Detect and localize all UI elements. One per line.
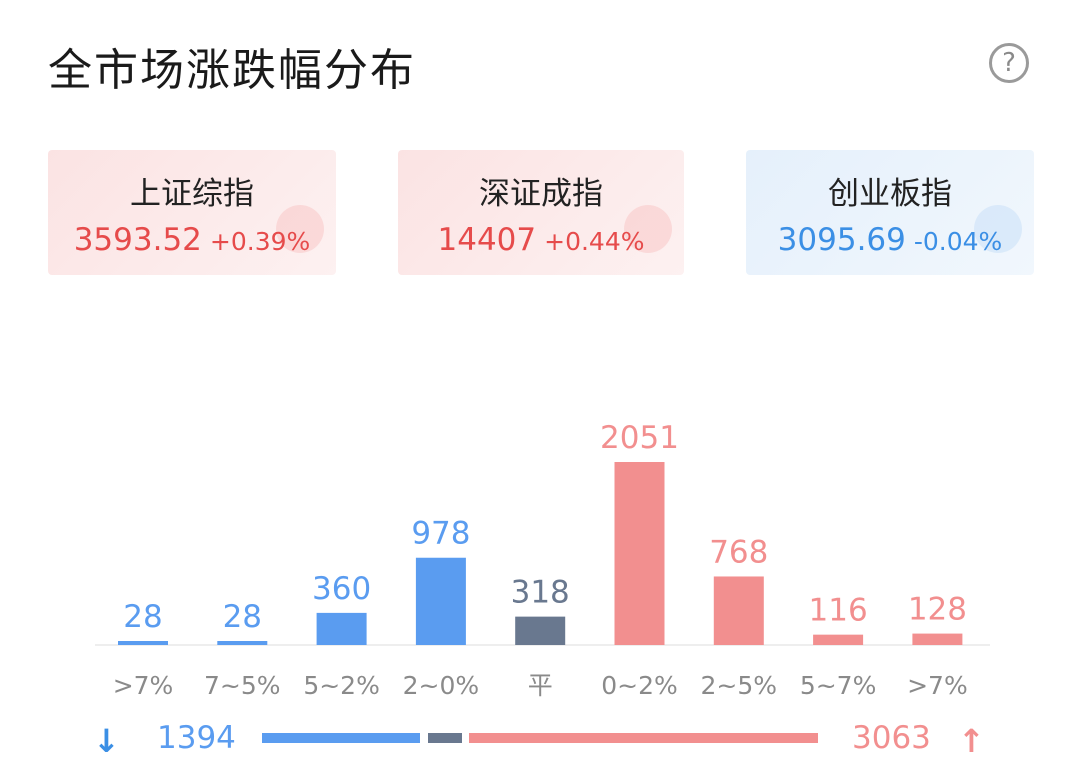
data-label: 768 xyxy=(709,534,768,570)
index-value: 3593.52 xyxy=(73,222,202,258)
index-value: 3095.69 xyxy=(777,222,906,258)
page-title: 全市场涨跌幅分布 xyxy=(48,45,416,96)
tick-label: 0~2% xyxy=(601,671,678,700)
tick-label: 2~0% xyxy=(403,671,480,700)
bar xyxy=(713,576,764,645)
tick-label: >7% xyxy=(113,671,174,700)
bar xyxy=(614,462,665,645)
tick-label: 2~5% xyxy=(701,671,778,700)
bar xyxy=(912,633,963,645)
data-label: 116 xyxy=(809,593,868,629)
question-circle-icon[interactable]: ? xyxy=(989,43,1029,83)
arrow-down-icon: ↓ xyxy=(93,722,120,760)
index-change: +0.44% xyxy=(544,227,645,256)
bar xyxy=(316,612,367,645)
index-name: 上证综指 xyxy=(130,176,254,212)
index-card-chinext[interactable]: 创业板指 3095.69 -0.04% xyxy=(746,150,1034,275)
data-label: 128 xyxy=(908,592,967,628)
chart-decoration-icon xyxy=(276,205,324,253)
tick-label: 5~2% xyxy=(303,671,380,700)
bar xyxy=(217,641,268,645)
chart-decoration-icon xyxy=(624,205,672,253)
index-change: -0.04% xyxy=(913,227,1003,256)
arrow-up-icon: ↑ xyxy=(958,722,985,760)
tick-label: 5~7% xyxy=(800,671,877,700)
flat-ratio-bar xyxy=(428,733,462,743)
data-label: 28 xyxy=(223,599,262,635)
bar xyxy=(813,634,864,645)
index-card-shanghai[interactable]: 上证综指 3593.52 +0.39% xyxy=(48,150,336,275)
tick-label: 7~5% xyxy=(204,671,281,700)
data-label: 28 xyxy=(123,599,162,635)
data-label: 2051 xyxy=(600,420,679,456)
tick-label: 平 xyxy=(528,671,553,700)
down-ratio-bar xyxy=(262,733,420,743)
down-total: 1394 xyxy=(157,720,236,756)
data-label: 360 xyxy=(312,571,371,607)
chart-decoration-icon xyxy=(974,205,1022,253)
bar xyxy=(515,616,566,645)
index-card-shenzhen[interactable]: 深证成指 14407 +0.44% xyxy=(398,150,684,275)
distribution-bar-chart: 28 >7% 28 7~5% 360 5~2% 978 2~0% 318 平 2051 0~2% 768… xyxy=(95,420,990,700)
bar xyxy=(118,641,168,645)
data-label: 318 xyxy=(511,575,570,611)
bar xyxy=(415,557,466,645)
index-change: +0.39% xyxy=(209,227,311,256)
data-label: 978 xyxy=(411,516,470,552)
index-name: 深证成指 xyxy=(479,176,603,212)
index-value: 14407 xyxy=(437,222,537,258)
tick-label: >7% xyxy=(907,671,968,700)
up-ratio-bar xyxy=(469,733,818,743)
up-total: 3063 xyxy=(852,720,931,756)
index-name: 创业板指 xyxy=(828,176,952,212)
